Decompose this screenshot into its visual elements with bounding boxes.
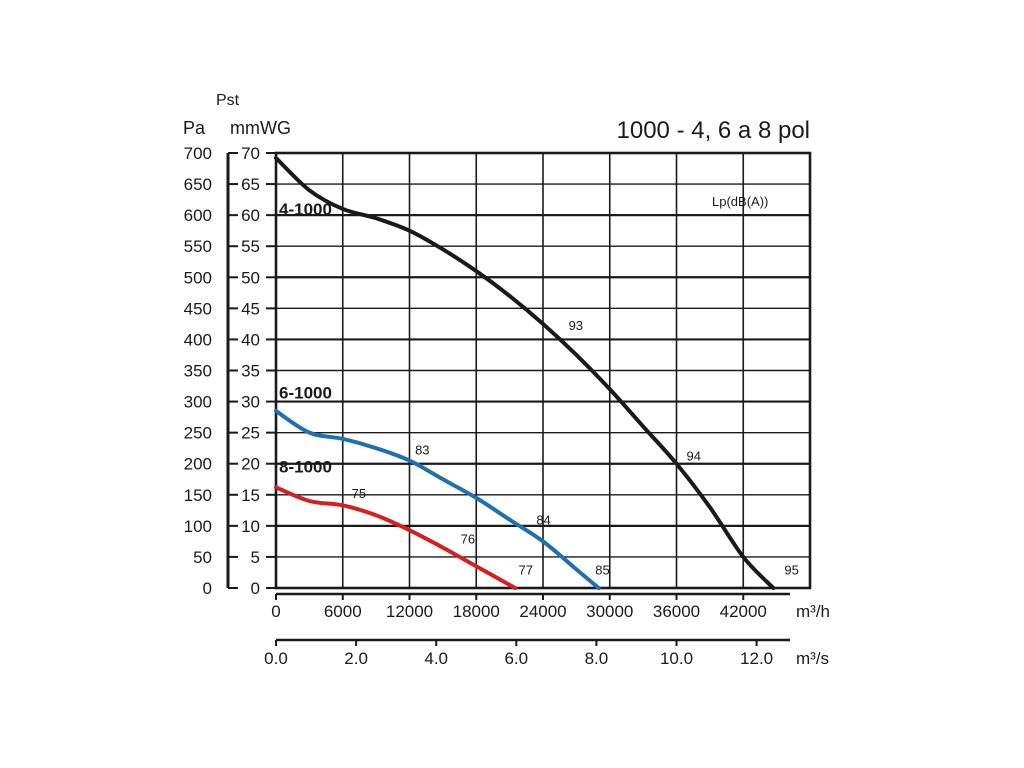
noise-level-label: 93 — [569, 318, 583, 333]
y-tick-label-pa: 350 — [184, 362, 212, 381]
y-tick-label-mmwg: 40 — [241, 330, 260, 349]
noise-level-label: 83 — [415, 442, 429, 457]
x-unit-m3h: m³/h — [796, 602, 830, 621]
x-tick-label-m3h: 12000 — [386, 602, 433, 621]
noise-level-label: 84 — [536, 513, 550, 528]
curve-labels: 4-1000 93 94 95 6-1000 83 84 85 8-1000 75 76 77 — [279, 200, 799, 577]
y-tick-label-mmwg: 70 — [241, 144, 260, 163]
x-tick-label-m3s: 0.0 — [264, 649, 288, 668]
noise-level-label: 77 — [519, 562, 533, 577]
y-tick-label-pa: 500 — [184, 268, 212, 287]
y-tick-label-pa: 550 — [184, 237, 212, 256]
chart-axes — [226, 151, 812, 646]
y-tick-label-mmwg: 10 — [241, 517, 260, 536]
x-tick-label-m3h: 42000 — [720, 602, 767, 621]
y-tick-label-mmwg: 45 — [241, 299, 260, 318]
y-tick-label-pa: 700 — [184, 144, 212, 163]
noise-legend: Lp(dB(A)) — [712, 194, 768, 209]
series-label-8-1000: 8-1000 — [279, 457, 332, 476]
x-unit-m3s: m³/s — [796, 649, 829, 668]
curve-6-1000 — [274, 408, 601, 590]
y-tick-label-mmwg: 50 — [241, 268, 260, 287]
x-tick-label-m3s: 10.0 — [660, 649, 693, 668]
x-tick-label-m3h: 24000 — [519, 602, 566, 621]
y-tick-label-mmwg: 25 — [241, 424, 260, 443]
y-tick-label-pa: 650 — [184, 175, 212, 194]
noise-level-label: 85 — [595, 562, 609, 577]
y-axis-title: Pst — [216, 92, 240, 109]
y-tick-label-pa: 150 — [184, 486, 212, 505]
x-tick-label-m3h: 36000 — [653, 602, 700, 621]
y-tick-label-mmwg: 5 — [251, 548, 260, 567]
y-tick-label-pa: 600 — [184, 206, 212, 225]
series-label-6-1000: 6-1000 — [279, 383, 332, 402]
y-tick-label-pa: 250 — [184, 424, 212, 443]
chart-grid — [276, 153, 810, 588]
y-tick-label-mmwg: 30 — [241, 393, 260, 412]
noise-level-label: 76 — [461, 531, 475, 546]
y-unit-pa: Pa — [183, 118, 206, 138]
y-tick-label-pa: 100 — [184, 517, 212, 536]
performance-curves — [274, 155, 776, 590]
y-tick-label-mmwg: 55 — [241, 237, 260, 256]
y-tick-label-pa: 0 — [203, 579, 212, 598]
noise-level-label: 95 — [784, 562, 798, 577]
x-tick-label-m3s: 6.0 — [504, 649, 528, 668]
y-tick-label-pa: 400 — [184, 330, 212, 349]
y-tick-label-pa: 450 — [184, 299, 212, 318]
x-tick-label-m3h: 30000 — [586, 602, 633, 621]
y-tick-label-pa: 200 — [184, 455, 212, 474]
y-tick-label-mmwg: 20 — [241, 455, 260, 474]
chart-title: 1000 - 4, 6 a 8 pol — [617, 117, 810, 144]
curve-4-1000 — [274, 155, 776, 590]
y-tick-label-mmwg: 65 — [241, 175, 260, 194]
y-tick-label-mmwg: 60 — [241, 206, 260, 225]
x-tick-label-m3s: 8.0 — [585, 649, 609, 668]
y-tick-label-mmwg: 35 — [241, 362, 260, 381]
x-tick-label-m3h: 18000 — [453, 602, 500, 621]
noise-level-label: 75 — [352, 486, 366, 501]
y-tick-label-mmwg: 0 — [251, 579, 260, 598]
y-tick-label-pa: 50 — [193, 548, 212, 567]
x-tick-label-m3s: 12.0 — [740, 649, 773, 668]
curve-8-1000 — [274, 485, 518, 590]
x-tick-label-m3s: 4.0 — [424, 649, 448, 668]
y-unit-mmwg: mmWG — [230, 118, 291, 138]
series-label-4-1000: 4-1000 — [279, 200, 332, 219]
x-tick-label-m3h: 0 — [271, 602, 280, 621]
y-tick-label-pa: 300 — [184, 393, 212, 412]
x-tick-label-m3s: 2.0 — [344, 649, 368, 668]
y-tick-label-mmwg: 15 — [241, 486, 260, 505]
noise-level-label: 94 — [687, 449, 701, 464]
x-tick-label-m3h: 6000 — [324, 602, 362, 621]
